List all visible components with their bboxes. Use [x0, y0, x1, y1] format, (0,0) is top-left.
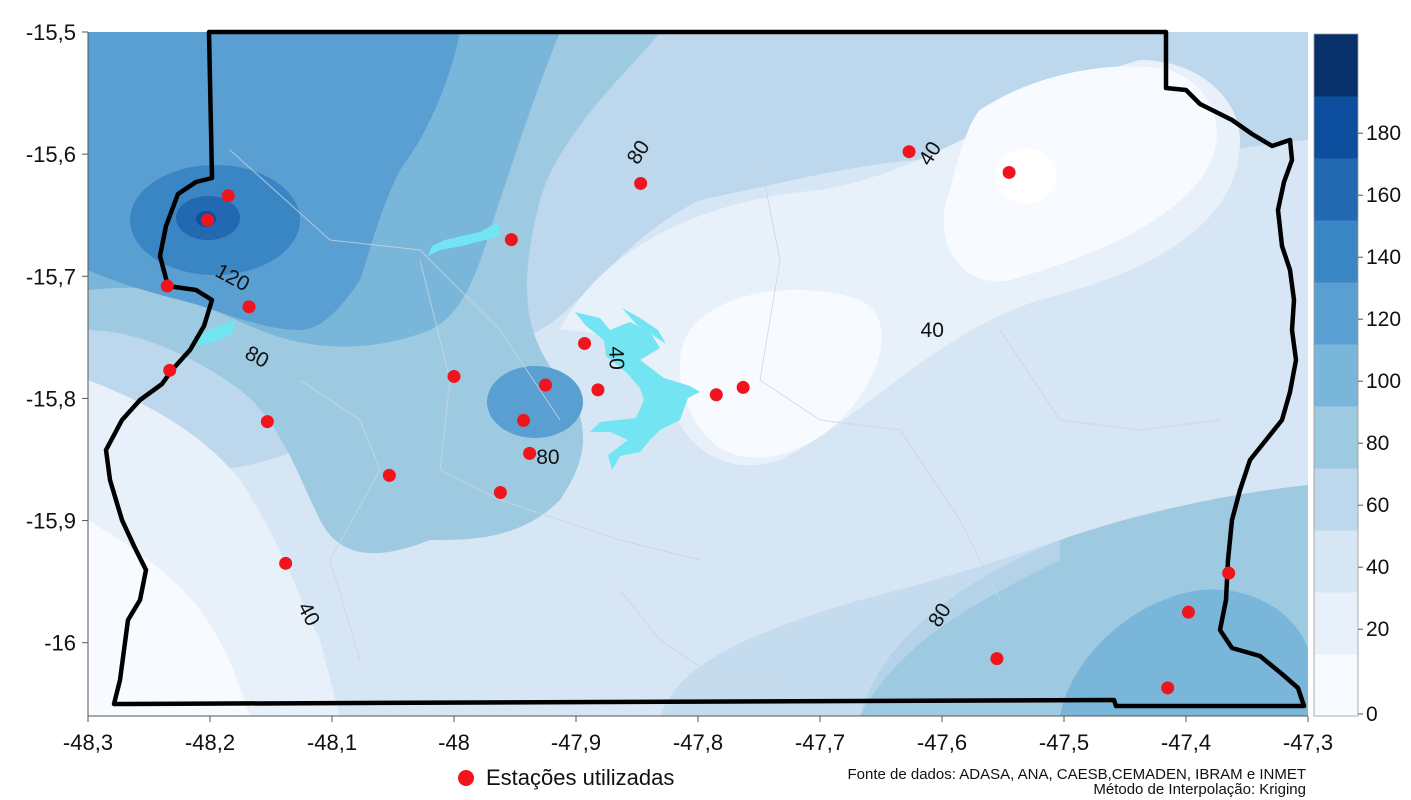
- station-marker: [201, 213, 215, 227]
- lake-paranoa: [575, 312, 700, 470]
- x-tick-label: -47,8: [673, 730, 723, 755]
- stations: [160, 145, 1236, 695]
- colorbar-band: [1314, 406, 1358, 469]
- colorbar-label: 60: [1366, 494, 1389, 517]
- station-marker: [902, 145, 916, 159]
- station-marker: [493, 485, 507, 499]
- x-tick-label: -48,2: [185, 730, 235, 755]
- station-marker: [736, 380, 750, 394]
- x-tick-label: -48: [438, 730, 470, 755]
- colorbar-band: [1314, 34, 1358, 97]
- y-axis-ticks: -15,5 -15,6 -15,7 -15,8 -15,9 -16: [26, 20, 88, 656]
- station-marker: [709, 388, 723, 402]
- contour-label: 40: [921, 319, 944, 342]
- colorbar-label: 100: [1366, 370, 1401, 393]
- colorbar-frame: [1313, 33, 1359, 717]
- station-marker: [260, 415, 274, 429]
- interpolation-surface: [88, 32, 1308, 716]
- source-note: Fonte de dados: ADASA, ANA, CAESB,CEMADE…: [738, 767, 1307, 800]
- station-marker: [591, 383, 605, 397]
- x-tick-label: -47,7: [795, 730, 845, 755]
- y-tick-label: -15,8: [26, 386, 76, 411]
- station-marker: [990, 652, 1004, 666]
- station-marker: [523, 446, 537, 460]
- colorbar-band: [1314, 468, 1358, 531]
- station-marker: [634, 176, 648, 190]
- x-tick-label: -47,3: [1283, 730, 1333, 755]
- colorbar-label: 140: [1366, 246, 1401, 269]
- station-marker: [279, 556, 293, 570]
- station-marker: [504, 233, 518, 247]
- station-marker: [1222, 566, 1236, 580]
- x-tick-label: -47,4: [1161, 730, 1211, 755]
- station-marker: [1181, 605, 1195, 619]
- colorbar-band: [1314, 530, 1358, 593]
- x-tick-label: -48,3: [63, 730, 113, 755]
- region-boundaries: [229, 149, 1221, 701]
- colorbar-band: [1314, 96, 1358, 159]
- station-marker: [578, 336, 592, 350]
- colorbar-label: 20: [1366, 618, 1389, 641]
- colorbar-band: [1314, 592, 1358, 655]
- reservoir-santa-maria: [622, 308, 666, 344]
- contour-label: 80: [536, 446, 559, 469]
- legend-stations: Estações utilizadas: [458, 765, 674, 791]
- station-marker: [242, 300, 256, 314]
- station-marker-icon: [458, 770, 474, 786]
- station-marker: [517, 413, 531, 427]
- station-marker: [160, 279, 174, 293]
- colorbar-label: 180: [1366, 122, 1401, 145]
- y-tick-label: -15,7: [26, 264, 76, 289]
- x-tick-label: -47,5: [1039, 730, 1089, 755]
- colorbar-label: 40: [1366, 556, 1389, 579]
- colorbar-band: [1314, 282, 1358, 345]
- colorbar-label: 120: [1366, 308, 1401, 331]
- reservoir-west: [196, 320, 236, 346]
- station-marker: [163, 363, 177, 377]
- colorbar-label: 80: [1366, 432, 1389, 455]
- station-marker: [221, 189, 235, 203]
- colorbar: 0 20 40 60 80 100 120 140 160 180: [1313, 33, 1401, 726]
- y-tick-label: -15,5: [26, 20, 76, 45]
- reservoir-descoberto: [428, 222, 500, 256]
- station-marker: [1002, 165, 1016, 179]
- reservoirs: [196, 222, 700, 470]
- legend-stations-label: Estações utilizadas: [486, 765, 675, 790]
- contour-label: 40: [604, 346, 628, 370]
- colorbar-label: 160: [1366, 184, 1401, 207]
- x-tick-label: -47,6: [917, 730, 967, 755]
- y-tick-label: -16: [44, 631, 76, 656]
- y-tick-label: -15,6: [26, 142, 76, 167]
- colorbar-label: 0: [1366, 703, 1378, 726]
- source-line-2: Método de Interpolação: Kriging: [1093, 781, 1306, 798]
- station-marker: [539, 378, 552, 392]
- source-line-1: Fonte de dados: ADASA, ANA, CAESB,CEMADE…: [847, 767, 1307, 783]
- x-axis-ticks: -48,3 -48,2 -48,1 -48 -47,9 -47,8 -47,7 -47,6 -4…: [63, 716, 1333, 755]
- colorbar-band: [1314, 654, 1358, 717]
- df-border: [103, 29, 1307, 709]
- y-tick-label: -15,9: [26, 509, 76, 534]
- station-marker: [1161, 681, 1175, 695]
- x-tick-label: -47,9: [551, 730, 601, 755]
- station-marker: [447, 369, 461, 383]
- colorbar-band: [1314, 220, 1358, 283]
- colorbar-band: [1314, 158, 1358, 221]
- x-tick-label: -48,1: [307, 730, 357, 755]
- station-marker: [382, 468, 396, 482]
- colorbar-band: [1314, 344, 1358, 407]
